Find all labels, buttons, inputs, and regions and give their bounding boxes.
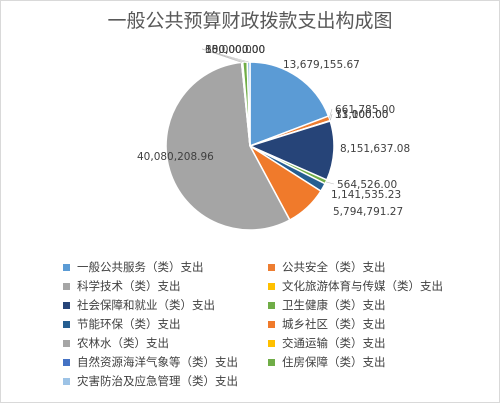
legend-swatch <box>63 301 70 309</box>
data-label: 40,080,208.96 <box>137 151 214 163</box>
data-label: 380,000.00 <box>205 44 265 56</box>
legend-item: 灾害防治及应急管理（类）支出 <box>63 372 238 390</box>
legend-label: 交通运输（类）支出 <box>282 336 386 350</box>
data-label: 564,526.00 <box>337 179 397 191</box>
legend-item: 社会保障和就业（类）支出 <box>63 296 215 314</box>
legend-label: 文化旅游体育与传媒（类）支出 <box>282 279 443 293</box>
legend-swatch <box>63 377 70 385</box>
legend-label: 社会保障和就业（类）支出 <box>77 298 215 312</box>
data-label: 8,151,637.08 <box>340 143 410 155</box>
legend-item: 卫生健康（类）支出 <box>268 296 386 314</box>
legend-item: 科学技术（类）支出 <box>63 277 181 295</box>
legend-swatch <box>63 282 70 290</box>
data-label: 10,000.00 <box>205 44 258 56</box>
data-label: 1,141,535.23 <box>331 189 401 201</box>
leader-line <box>201 48 249 63</box>
legend-swatch <box>268 282 275 290</box>
legend-label: 住房保障（类）支出 <box>282 355 386 369</box>
legend-swatch <box>63 358 70 366</box>
leader-line <box>329 113 333 121</box>
leader-line <box>329 108 333 119</box>
chart-title: 一般公共预算财政拨款支出构成图 <box>107 10 393 32</box>
legend-label: 城乡社区（类）支出 <box>282 317 386 331</box>
legend-item: 交通运输（类）支出 <box>268 334 386 352</box>
legend-swatch <box>268 339 275 347</box>
legend-label: 科学技术（类）支出 <box>77 279 181 293</box>
data-label: 11,100.00 <box>335 109 388 121</box>
legend-label: 卫生健康（类）支出 <box>282 298 386 312</box>
legend-item: 自然资源海洋气象等（类）支出 <box>63 353 238 371</box>
legend-item: 城乡社区（类）支出 <box>268 315 386 333</box>
legend-swatch <box>268 263 275 271</box>
legend-item: 文化旅游体育与传媒（类）支出 <box>268 277 443 295</box>
legend-label: 灾害防治及应急管理（类）支出 <box>77 374 238 388</box>
legend-label: 一般公共服务（类）支出 <box>77 260 204 274</box>
legend-swatch <box>63 320 70 328</box>
legend-label: 节能环保（类）支出 <box>77 317 181 331</box>
legend-item: 公共安全（类）支出 <box>268 258 386 276</box>
data-label: 600,000.00 <box>205 44 265 56</box>
legend-swatch <box>268 320 275 328</box>
legend-swatch <box>63 339 70 347</box>
data-label: 33,000.00 <box>335 109 388 121</box>
data-label: 661,785.00 <box>335 104 395 116</box>
legend-item: 节能环保（类）支出 <box>63 315 181 333</box>
legend-swatch <box>268 358 275 366</box>
data-label: 5,794,791.27 <box>333 206 403 218</box>
legend-swatch <box>63 263 70 271</box>
pie-slice <box>165 61 291 231</box>
legend-item: 一般公共服务（类）支出 <box>63 258 204 276</box>
leader-line <box>325 181 335 185</box>
legend-label: 自然资源海洋气象等（类）支出 <box>77 355 238 369</box>
legend-item: 住房保障（类）支出 <box>268 353 386 371</box>
legend-label: 公共安全（类）支出 <box>282 260 386 274</box>
legend-swatch <box>268 301 275 309</box>
data-label: 13,679,155.67 <box>283 59 360 71</box>
pie-slice <box>249 61 330 148</box>
legend-label: 农林水（类）支出 <box>77 336 169 350</box>
data-label: 150,000.00 <box>205 44 265 56</box>
legend-item: 农林水（类）支出 <box>63 334 169 352</box>
